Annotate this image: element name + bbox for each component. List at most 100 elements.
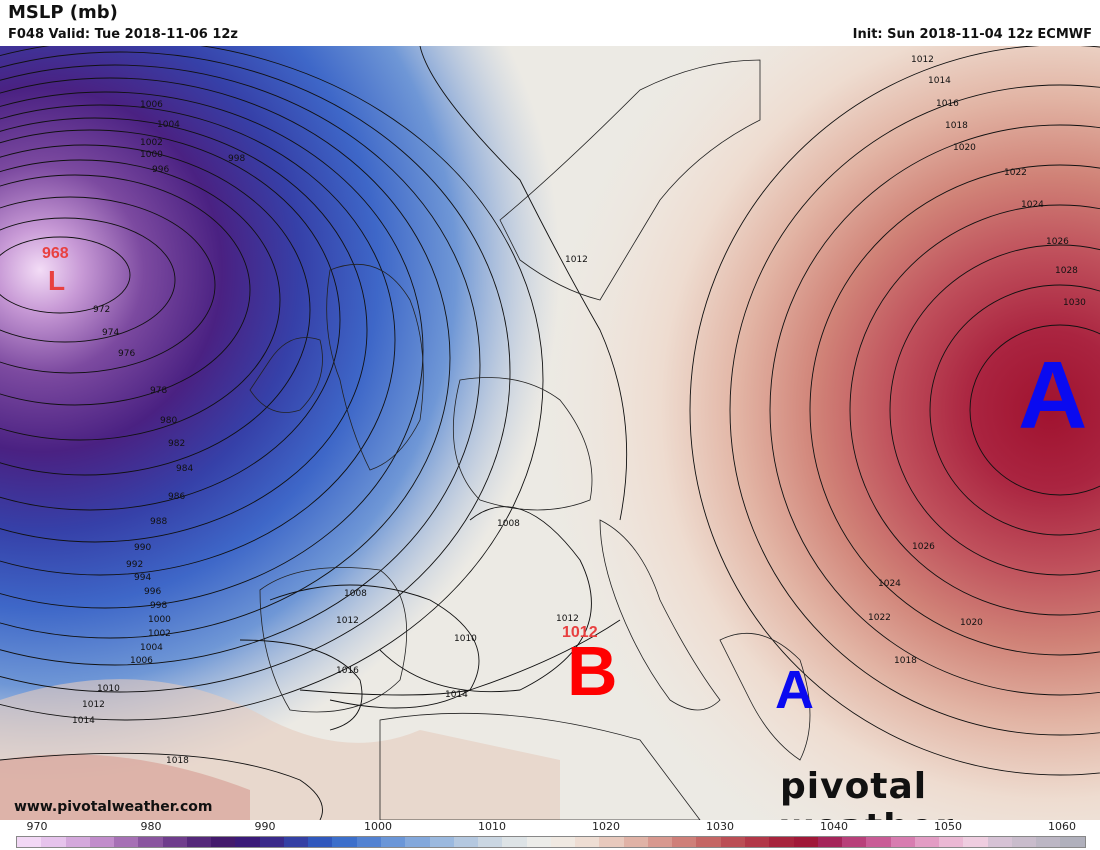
colorbar-labels: 970 980 990 1000 1010 1020 1030 1040 105… <box>0 820 1100 834</box>
colorbar-swatch <box>647 837 673 847</box>
chart-title: MSLP (mb) <box>8 2 118 23</box>
colorbar-swatch <box>623 837 648 847</box>
isobar-label: 978 <box>150 386 167 396</box>
isobar-labels: 1006 1004 1002 1000 996 998 972 974 976 … <box>72 55 1086 766</box>
isobar-label: 1006 <box>140 100 163 110</box>
colorbar-swatch <box>356 837 381 847</box>
colorbar-swatch <box>575 837 600 847</box>
isobar-label: 1024 <box>878 579 901 589</box>
colorbar-swatch <box>1060 837 1085 847</box>
isobar-label: 992 <box>126 560 143 570</box>
colorbar-swatch <box>453 837 479 847</box>
colorbar-label: 1020 <box>592 820 620 833</box>
med-low-value: 1012 <box>562 624 598 641</box>
colorbar-swatch <box>308 837 333 847</box>
colorbar-swatch <box>138 837 163 847</box>
colorbar-swatch <box>1011 837 1037 847</box>
isobar-label: 996 <box>152 165 169 175</box>
isobar-label: 1004 <box>157 120 180 130</box>
pressure-map[interactable]: 1006 1004 1002 1000 996 998 972 974 976 … <box>0 46 1100 820</box>
colorbar-swatch <box>793 837 818 847</box>
map-svg: 1006 1004 1002 1000 996 998 972 974 976 … <box>0 46 1100 820</box>
colorbar-swatch <box>162 837 187 847</box>
isobar-label: 984 <box>176 464 193 474</box>
colorbar-swatch <box>817 837 843 847</box>
colorbar-label: 1010 <box>478 820 506 833</box>
colorbar-swatch <box>429 837 454 847</box>
colorbar-swatch <box>89 837 115 847</box>
colorbar-swatch <box>866 837 891 847</box>
isobar-label: 1008 <box>497 519 520 529</box>
isobar-label: 990 <box>134 543 151 553</box>
colorbar-swatch <box>720 837 745 847</box>
isobar-label: 1018 <box>166 756 189 766</box>
isobar-label: 986 <box>168 492 185 502</box>
isobar-label: 1006 <box>130 656 153 666</box>
isobar-label: 1016 <box>336 666 359 676</box>
colorbar-label: 990 <box>254 820 276 833</box>
colorbar-label: 1000 <box>364 820 392 833</box>
isobar-label: 1002 <box>148 629 171 639</box>
high-greece-letter: A <box>775 660 814 720</box>
colorbar-label: 980 <box>140 820 162 833</box>
colorbar-swatch <box>842 837 867 847</box>
isobar-label: 1020 <box>953 143 976 153</box>
colorbar-swatch <box>963 837 988 847</box>
low-center-letter: L <box>48 265 65 296</box>
isobar-label: 1000 <box>148 615 171 625</box>
colorbar-swatch <box>65 837 90 847</box>
isobar-label: 1028 <box>1055 266 1078 276</box>
colorbar-swatch <box>478 837 503 847</box>
isobar-label: 976 <box>118 349 135 359</box>
isobar-label: 1012 <box>82 700 105 710</box>
isobar-label: 1026 <box>912 542 935 552</box>
colorbar-label: 1040 <box>820 820 848 833</box>
colorbar-swatch <box>211 837 236 847</box>
coastlines <box>249 59 811 820</box>
colorbar-swatch <box>987 837 1012 847</box>
header: MSLP (mb) F048 Valid: Tue 2018-11-06 12z… <box>0 0 1100 46</box>
isobar-label: 1012 <box>911 55 934 65</box>
colorbar-swatch <box>890 837 915 847</box>
isobar-label: 1026 <box>1046 237 1069 247</box>
isobar-label: 1014 <box>928 76 951 86</box>
website-link[interactable]: www.pivotalweather.com <box>14 799 213 815</box>
isobar-label: 1030 <box>1063 298 1086 308</box>
colorbar-swatch <box>259 837 284 847</box>
colorbar-label: 970 <box>26 820 48 833</box>
isobar-label: 980 <box>160 416 177 426</box>
isobar-label: 988 <box>150 517 167 527</box>
colorbar-swatch <box>405 837 430 847</box>
colorbar-swatch <box>17 837 42 847</box>
isobar-label: 1022 <box>1004 168 1027 178</box>
isobar-label: 974 <box>102 328 119 338</box>
isobar-label: 998 <box>228 154 245 164</box>
isobar-label: 1004 <box>140 643 163 653</box>
isobar-label: 1002 <box>140 138 163 148</box>
colorbar-swatch <box>526 837 551 847</box>
colorbar-swatch <box>235 837 260 847</box>
low-center-value: 968 <box>42 245 69 262</box>
high-isobars <box>689 46 1100 776</box>
isobar-label: 998 <box>150 601 167 611</box>
colorbar-swatch <box>1036 837 1061 847</box>
colorbar-swatch <box>696 837 721 847</box>
isobar-label: 996 <box>144 587 161 597</box>
colorbar-label: 1050 <box>934 820 962 833</box>
init-time: Init: Sun 2018-11-04 12z ECMWF <box>852 27 1092 42</box>
isobar-label: 1020 <box>960 618 983 628</box>
colorbar-swatch <box>672 837 697 847</box>
isobar-label: 1022 <box>868 613 891 623</box>
colorbar-swatch <box>502 837 527 847</box>
isobar-label: 1008 <box>344 589 367 599</box>
colorbar-label: 1060 <box>1048 820 1076 833</box>
med-low-letter: B <box>567 632 618 710</box>
isobar-label: 994 <box>134 573 151 583</box>
colorbar-strip <box>16 836 1086 848</box>
colorbar-swatch <box>914 837 940 847</box>
colorbar-swatch <box>41 837 66 847</box>
isobar-label: 1014 <box>445 690 468 700</box>
isobar-label: 1016 <box>936 99 959 109</box>
colorbar-swatch <box>332 837 357 847</box>
isobar-label: 982 <box>168 439 185 449</box>
